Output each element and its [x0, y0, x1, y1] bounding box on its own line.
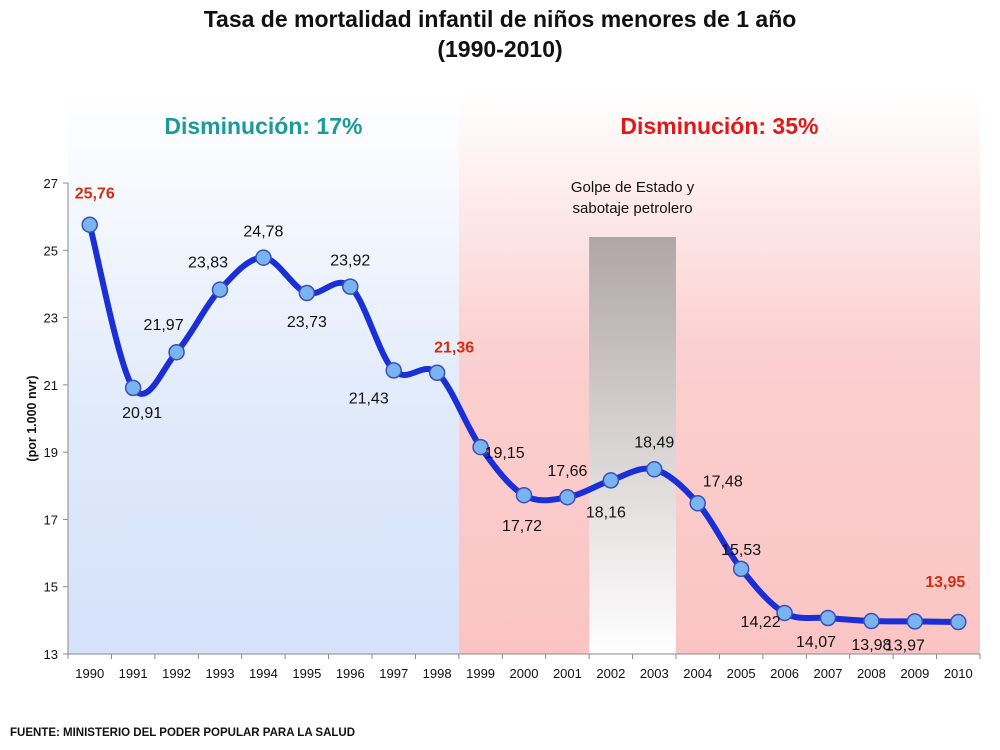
data-point [906, 613, 924, 630]
data-point [342, 278, 359, 295]
x-tick-label: 2010 [944, 666, 973, 681]
annotation-band [589, 237, 676, 654]
series-line [86, 221, 962, 626]
x-tick-label: 2005 [727, 666, 756, 681]
data-label: 23,73 [287, 314, 327, 331]
data-label: 25,76 [75, 186, 115, 203]
data-point [211, 281, 229, 298]
data-point [168, 343, 185, 361]
x-tick-label: 1992 [162, 666, 191, 681]
data-label: 24,78 [243, 224, 283, 241]
x-tick-label: 2006 [770, 666, 799, 681]
chart-title: Tasa de mortalidad infantil de niños men… [203, 6, 797, 32]
data-label: 21,36 [434, 340, 474, 357]
y-tick-label: 17 [44, 512, 58, 527]
data-point [428, 364, 446, 381]
x-tick-label: 1996 [336, 666, 365, 681]
y-tick-label: 19 [44, 445, 58, 460]
data-point [602, 472, 620, 489]
annotation-text: sabotaje petrolero [573, 200, 693, 217]
x-tick-label: 1997 [379, 666, 408, 681]
data-label: 21,97 [144, 317, 184, 334]
x-tick-label: 2000 [510, 666, 539, 681]
data-point [124, 379, 142, 397]
data-point [385, 362, 402, 379]
region-label: Disminución: 17% [164, 113, 362, 139]
chart-subtitle: (1990-2010) [437, 36, 563, 62]
x-tick-label: 2002 [596, 666, 625, 681]
data-point [950, 613, 967, 631]
data-point [819, 609, 837, 627]
y-tick-label: 25 [44, 243, 58, 258]
x-tick-label: 1994 [249, 666, 278, 681]
data-label: 13,98 [851, 637, 891, 654]
data-point [689, 495, 706, 512]
data-label: 21,43 [349, 390, 389, 407]
x-tick-label: 1990 [75, 666, 104, 681]
x-tick-label: 2008 [857, 666, 886, 681]
source-note: FUENTE: MINISTERIO DEL PODER POPULAR PAR… [10, 727, 356, 739]
data-point [863, 612, 880, 630]
x-tick-label: 1998 [423, 666, 452, 681]
data-label: 14,07 [796, 634, 836, 651]
y-tick-label: 21 [44, 378, 58, 393]
data-label: 13,95 [925, 574, 965, 591]
data-label: 13,97 [885, 637, 925, 654]
x-tick-label: 2001 [553, 666, 582, 681]
data-label: 23,92 [330, 253, 370, 270]
data-point [732, 560, 750, 578]
region-label: Disminución: 35% [620, 113, 818, 139]
x-tick-label: 2004 [683, 666, 712, 681]
data-label: 18,16 [586, 504, 626, 521]
data-point [255, 249, 272, 266]
x-tick-label: 2009 [900, 666, 929, 681]
data-point [515, 486, 533, 504]
y-tick-label: 27 [44, 176, 58, 191]
region-background [458, 92, 980, 654]
data-label: 17,48 [703, 473, 743, 490]
data-point [472, 438, 489, 456]
data-label: 17,72 [502, 518, 542, 535]
data-point [81, 216, 98, 233]
annotation-text: Golpe de Estado y [571, 179, 695, 196]
data-label: 19,15 [485, 445, 525, 462]
y-axis-label: (por 1.000 nvr) [25, 375, 39, 461]
data-label: 23,83 [188, 255, 228, 272]
data-label: 15,53 [721, 542, 761, 559]
x-tick-label: 1993 [206, 666, 235, 681]
data-label: 14,22 [741, 614, 781, 631]
data-label: 20,91 [122, 405, 162, 422]
data-label: 17,66 [547, 463, 587, 480]
x-tick-label: 2003 [640, 666, 669, 681]
x-tick-label: 1991 [119, 666, 148, 681]
data-point [646, 461, 663, 478]
data-label: 18,49 [634, 434, 674, 451]
data-point [776, 604, 793, 622]
data-point [298, 284, 316, 302]
x-tick-label: 2007 [814, 666, 843, 681]
x-tick-label: 1995 [292, 666, 321, 681]
y-tick-label: 15 [44, 580, 58, 595]
data-point [559, 488, 576, 506]
y-tick-label: 13 [44, 647, 58, 662]
y-tick-label: 23 [44, 311, 58, 326]
x-tick-label: 1999 [466, 666, 495, 681]
